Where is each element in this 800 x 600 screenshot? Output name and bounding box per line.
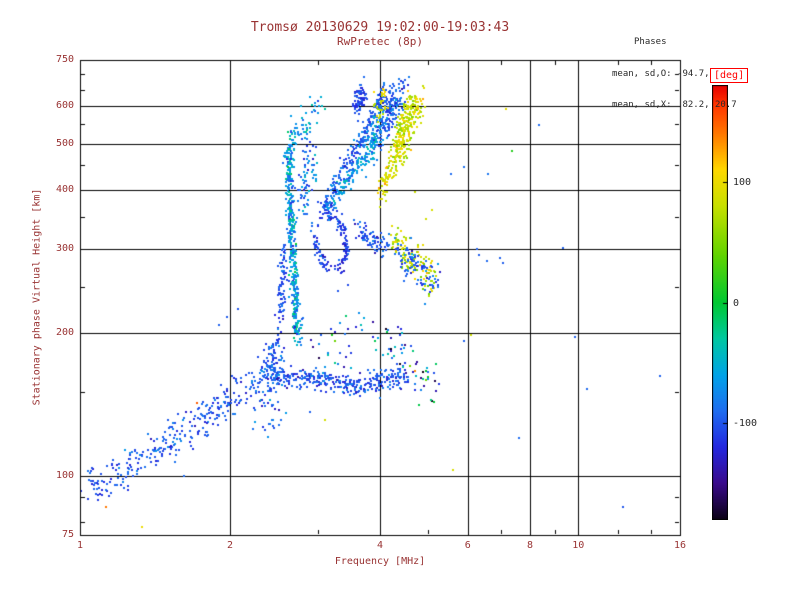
x-tick-label: 16 (673, 540, 687, 551)
y-tick-label: 500 (55, 137, 74, 149)
colorbar-gradient (712, 85, 728, 520)
phase-stats-header: Phases (634, 37, 667, 47)
colorbar-tick-label: -100 (733, 417, 758, 429)
plot-subtitle: RwPretec (8p) (336, 35, 424, 48)
x-tick-label: 6 (464, 540, 471, 551)
y-tick-label: 750 (55, 54, 74, 65)
x-tick-label: 8 (526, 540, 534, 551)
y-tick-label: 75 (61, 529, 74, 540)
y-tick-label: 200 (55, 326, 74, 338)
plot-title: Tromsø 20130629 19:02:00-19:03:43 (250, 20, 510, 35)
y-axis-label: Stationary phase Virtual Height [km] (31, 188, 43, 406)
y-tick-label: 300 (55, 243, 74, 255)
colorbar-tick-label: 0 (733, 297, 740, 309)
y-tick-label: 600 (55, 100, 74, 112)
colorbar-unit-label: [deg] (710, 68, 749, 83)
x-axis-label: Frequency [MHz] (334, 556, 426, 567)
x-tick-label: 1 (76, 540, 84, 551)
x-tick-label: 2 (226, 540, 234, 551)
y-tick-label: 400 (55, 183, 74, 195)
colorbar-tick-label: 100 (733, 176, 752, 188)
x-tick-label: 10 (572, 540, 585, 551)
y-tick-label: 100 (55, 469, 74, 481)
phase-stats-x-line: mean, sd,X: 82.2, 20.7 (612, 100, 737, 110)
x-tick-label: 4 (376, 540, 384, 551)
